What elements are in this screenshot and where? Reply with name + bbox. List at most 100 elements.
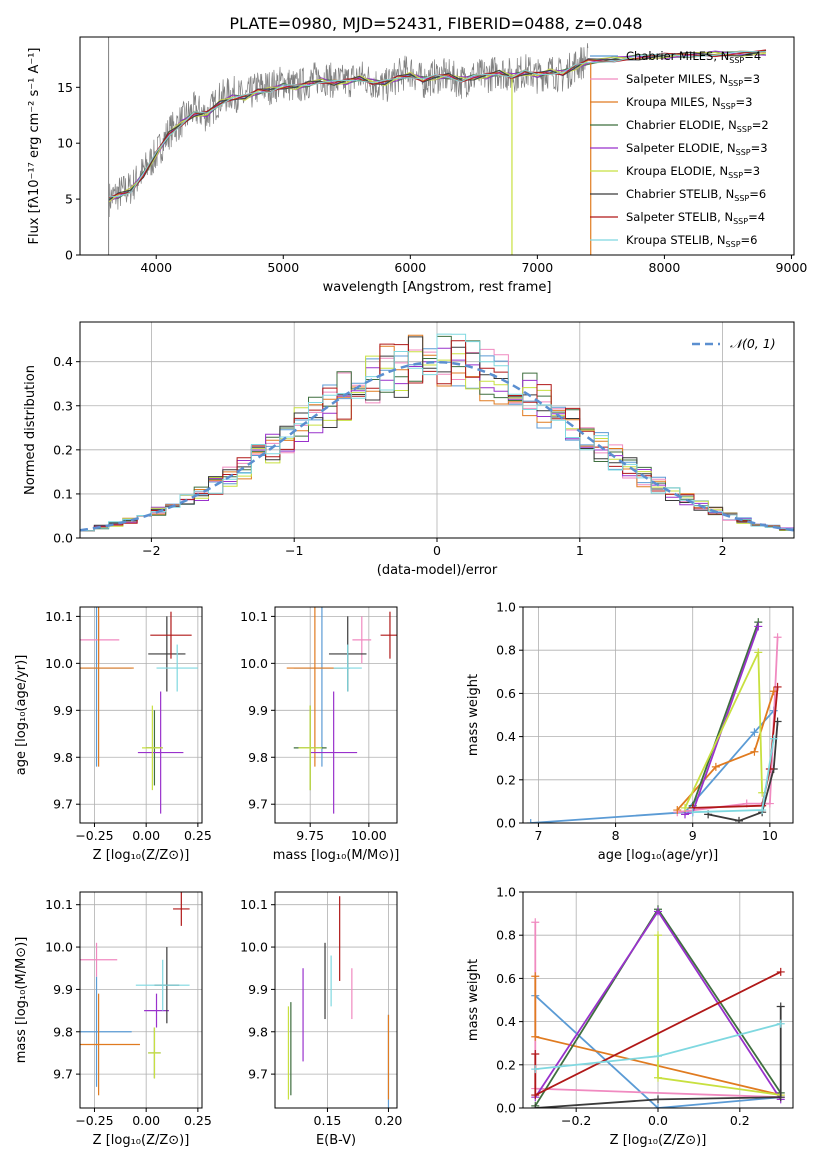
x-tick-label: 7000 <box>521 260 553 275</box>
y-tick-label: 0.8 <box>496 928 516 943</box>
y-tick-label: 9.7 <box>53 797 73 812</box>
y-tick-label: 0.0 <box>496 816 516 831</box>
mass-weight-marker <box>776 1093 785 1102</box>
y-tick-label: 10.0 <box>45 940 73 955</box>
axes-frame <box>79 36 795 256</box>
legend-entry: 𝒩(0, 1) <box>730 336 776 351</box>
grid <box>275 607 397 823</box>
y-tick-label: 0.2 <box>496 772 516 787</box>
x-axis-label: E(B-V) <box>316 1133 356 1148</box>
axes: −2 −1 0 1 2 0.0 0.1 0.2 0.3 0.4 (data-model)/error… <box>23 321 795 578</box>
x-axis-label: wavelength [Angstrom, rest frame] <box>323 280 552 295</box>
mass-weight-line <box>676 690 775 811</box>
y-axis-label: mass weight <box>466 674 481 756</box>
errorbar-point <box>80 607 134 767</box>
mass-weight-marker <box>754 622 763 631</box>
x-tick-label: 0.00 <box>132 1113 160 1128</box>
x-tick-label: −0.25 <box>75 828 113 843</box>
grid <box>80 607 202 823</box>
y-tick-label: 0.4 <box>496 1014 516 1029</box>
legend-entry: Chabrier STELIB, NSSP=6 <box>626 187 766 203</box>
y-tick-label: 10 <box>57 136 73 151</box>
y-tick-label: 9.7 <box>248 1067 268 1082</box>
x-axis-label: mass [log₁₀(M/M⊙)] <box>273 848 400 863</box>
x-tick-label: −0.2 <box>561 1113 591 1128</box>
plot-area <box>108 37 767 255</box>
axes: −0.25 0.00 0.25 9.7 9.8 9.9 10.0 10.1 Z [log₁₀(Z… <box>14 606 212 863</box>
axes-frame <box>522 606 794 824</box>
y-axis-label: age [log₁₀(age/yr)] <box>14 655 29 776</box>
x-tick-label: 10 <box>762 828 778 843</box>
x-tick-label: 0.0 <box>648 1113 668 1128</box>
plot-area <box>80 607 198 814</box>
x-axis-label: Z [log₁₀(Z/Z⊙)] <box>610 1133 707 1148</box>
y-axis-label: mass [log₁₀(M/M⊙)] <box>14 937 29 1064</box>
errorbar-point <box>135 959 190 1011</box>
y-tick-label: 0.2 <box>53 442 73 457</box>
y-tick-label: 9.8 <box>248 750 268 765</box>
errorbar-point <box>156 644 198 692</box>
errorbar-point <box>80 942 118 977</box>
mass-weight-marker <box>654 931 662 940</box>
model-spectrum-line <box>108 51 767 203</box>
mass-weight-line <box>535 1006 782 1108</box>
legend-entry: Chabrier ELODIE, NSSP=2 <box>626 118 769 134</box>
x-tick-label: 1 <box>576 543 584 558</box>
axes-frame <box>274 891 398 1109</box>
mass-weight-marker <box>711 762 720 771</box>
y-tick-label: 1.0 <box>496 600 516 615</box>
y-tick-label: 0.1 <box>53 486 73 501</box>
x-tick-label: 9000 <box>776 260 808 275</box>
mass-weight-marker <box>681 803 689 812</box>
mass-weight-marker <box>776 1019 785 1028</box>
y-tick-label: 9.9 <box>53 982 73 997</box>
y-tick-label: 9.9 <box>248 703 268 718</box>
errorbar-point <box>310 691 358 814</box>
plot-area <box>286 607 397 814</box>
mass-weight-marker <box>526 819 535 823</box>
y-tick-label: 10.1 <box>45 897 73 912</box>
x-tick-label: 0.25 <box>184 828 212 843</box>
mass-weight-marker <box>758 806 767 815</box>
age-vs-metallicity-panel: −0.25 0.00 0.25 9.7 9.8 9.9 10.0 10.1 Z [log₁₀(Z… <box>14 606 212 863</box>
mass-weight-marker <box>776 967 785 976</box>
legend-entry: Salpeter STELIB, NSSP=4 <box>626 210 765 226</box>
residuals-legend: 𝒩(0, 1) <box>692 336 776 351</box>
errorbar-point <box>148 616 186 692</box>
errorbar-point <box>380 611 397 659</box>
errorbar-point <box>333 644 362 692</box>
mass-weight-marker <box>654 1073 662 1082</box>
plot-area <box>80 333 794 532</box>
errorbar-point <box>352 616 372 664</box>
y-tick-label: 9.8 <box>53 1024 73 1039</box>
y-tick-label: 9.8 <box>53 750 73 765</box>
errorbar-point <box>142 705 163 791</box>
y-tick-label: 9.8 <box>248 1024 268 1039</box>
mass-weight-marker <box>688 808 697 817</box>
axes: −0.25 0.00 0.25 9.7 9.8 9.9 10.0 10.1 Z [log₁₀(Z… <box>14 891 212 1148</box>
legend-entry: Chabrier MILES, NSSP=4 <box>626 49 761 65</box>
errorbar-point <box>80 976 132 1087</box>
plot-area <box>531 905 785 1108</box>
y-tick-label: 9.9 <box>53 703 73 718</box>
y-tick-label: 9.7 <box>248 797 268 812</box>
mass-weight-line <box>691 621 760 807</box>
y-tick-label: 0.6 <box>496 971 516 986</box>
x-tick-label: 9.75 <box>296 828 324 843</box>
plot-area <box>287 896 390 1108</box>
y-tick-label: 10.0 <box>240 940 268 955</box>
normal-curve <box>80 360 794 532</box>
mass-weight-marker <box>654 1052 662 1061</box>
spectrum-panel: 4000 5000 6000 7000 8000 9000 0 5 10 15 wavelength… <box>27 36 808 295</box>
x-axis-label: Z [log₁₀(Z/Z⊙)] <box>93 1133 190 1148</box>
residual-histogram <box>80 333 794 532</box>
mass-weight-marker <box>654 1095 662 1104</box>
mass-vs-reddening-panel: 0.15 0.20 9.7 9.8 9.9 10.0 10.1 E(B-V) <box>240 891 402 1148</box>
y-tick-label: 0.0 <box>496 1101 516 1116</box>
x-tick-label: 10.00 <box>351 828 387 843</box>
y-tick-label: 0 <box>65 248 73 263</box>
x-tick-label: 7 <box>534 828 542 843</box>
mass-weight-marker <box>531 1104 540 1108</box>
mass-weight-marker <box>735 816 743 823</box>
